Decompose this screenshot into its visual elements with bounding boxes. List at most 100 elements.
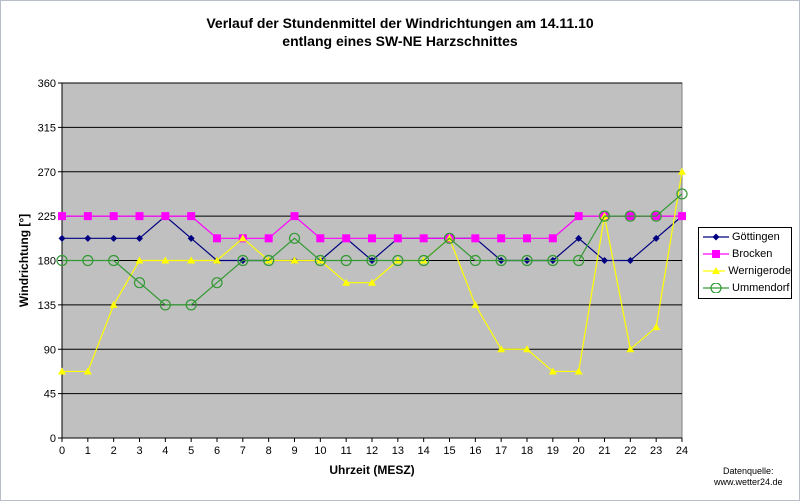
legend-item: Wernigerode [699,262,791,279]
data-point [626,345,635,353]
y-tick-label: 315 [38,122,56,134]
data-point [56,254,68,267]
x-tick-label: 18 [521,445,533,457]
data-point [133,277,146,289]
x-tick-label: 13 [392,445,404,457]
x-tick-label: 9 [291,445,297,457]
data-point [650,210,662,222]
legend-item: Brocken [699,245,791,262]
data-point [419,234,428,243]
x-tick-label: 17 [495,445,507,457]
data-point [161,212,170,221]
legend-swatch [703,282,729,293]
legend-swatch [703,266,726,274]
legend-marker [712,266,720,274]
data-point [368,234,376,243]
x-tick-label: 5 [188,445,194,457]
data-point [471,234,480,243]
data-point [342,234,351,243]
data-point [159,299,171,311]
data-point [237,254,249,267]
data-point [135,212,144,221]
data-point [316,234,325,243]
data-point [418,254,430,267]
legend-item: Ummendorf [699,279,791,296]
source-url: www.wetter24.de [714,477,783,487]
data-point [83,212,92,221]
data-point [263,254,275,267]
legend-swatch [703,249,729,258]
x-tick-label: 16 [469,445,481,457]
data-point [574,367,583,375]
y-tick-label: 135 [38,300,56,312]
y-axis-label: Windrichtung [°] [17,214,31,307]
x-tick-label: 15 [443,445,455,457]
data-point [185,299,197,311]
data-point [314,254,326,267]
data-point [678,212,686,221]
data-point [523,234,531,243]
data-point [110,234,118,242]
legend-marker [712,233,720,240]
legend-marker [710,282,722,293]
legend-label: Göttingen [732,230,780,243]
x-tick-label: 10 [314,445,326,457]
chart-title: Verlauf der Stundenmittel der Windrichtu… [0,14,800,50]
data-point [108,254,120,267]
data-point [82,254,94,267]
data-point [676,188,688,200]
y-tick-label: 225 [38,211,56,223]
x-tick-label: 7 [240,445,246,457]
x-tick-label: 21 [598,445,610,457]
source-label: Datenquelle: [723,466,774,476]
x-tick-label: 1 [85,445,91,457]
data-point [574,212,583,221]
data-point [135,256,144,264]
data-point [469,254,481,267]
x-tick-label: 11 [340,445,351,457]
x-tick-label: 4 [162,445,168,457]
data-point [575,234,583,242]
x-axis-label: Uhrzeit (MESZ) [329,463,414,477]
x-tick-label: 19 [547,445,559,457]
data-point [288,232,301,244]
series-brocken [58,212,686,243]
x-tick-label: 6 [214,445,220,457]
x-tick-label: 2 [111,445,117,457]
x-tick-label: 23 [650,445,662,457]
data-point [366,254,378,267]
legend-item: Göttingen [699,228,791,245]
y-tick-label: 360 [38,78,56,90]
x-tick-label: 8 [266,445,272,457]
data-point [547,254,559,267]
data-point [290,256,299,264]
data-point [136,234,143,242]
legend-label: Ummendorf [732,281,790,294]
data-point [497,234,506,243]
data-point [368,278,376,286]
data-point [471,300,480,308]
data-point [161,256,170,264]
title-line-1: Verlauf der Stundenmittel der Windrichtu… [206,15,594,31]
data-point [523,345,531,353]
data-point [393,234,402,243]
data-point [573,254,585,267]
data-point [495,254,507,267]
data-point [342,278,351,286]
data-source: Datenquelle: www.wetter24.de [714,466,783,488]
y-tick-label: 0 [50,433,56,445]
data-point [678,167,686,175]
series-line [62,193,683,306]
data-point [213,234,221,243]
x-tick-label: 3 [136,445,142,457]
y-tick-label: 45 [44,389,56,401]
data-point [109,300,118,308]
data-point [264,234,273,243]
data-point [58,234,66,242]
series-ummendorf [56,188,688,311]
data-point [238,234,247,242]
data-point [652,323,661,331]
data-point [211,277,223,289]
data-point [187,212,196,221]
x-tick-label: 14 [418,445,430,457]
